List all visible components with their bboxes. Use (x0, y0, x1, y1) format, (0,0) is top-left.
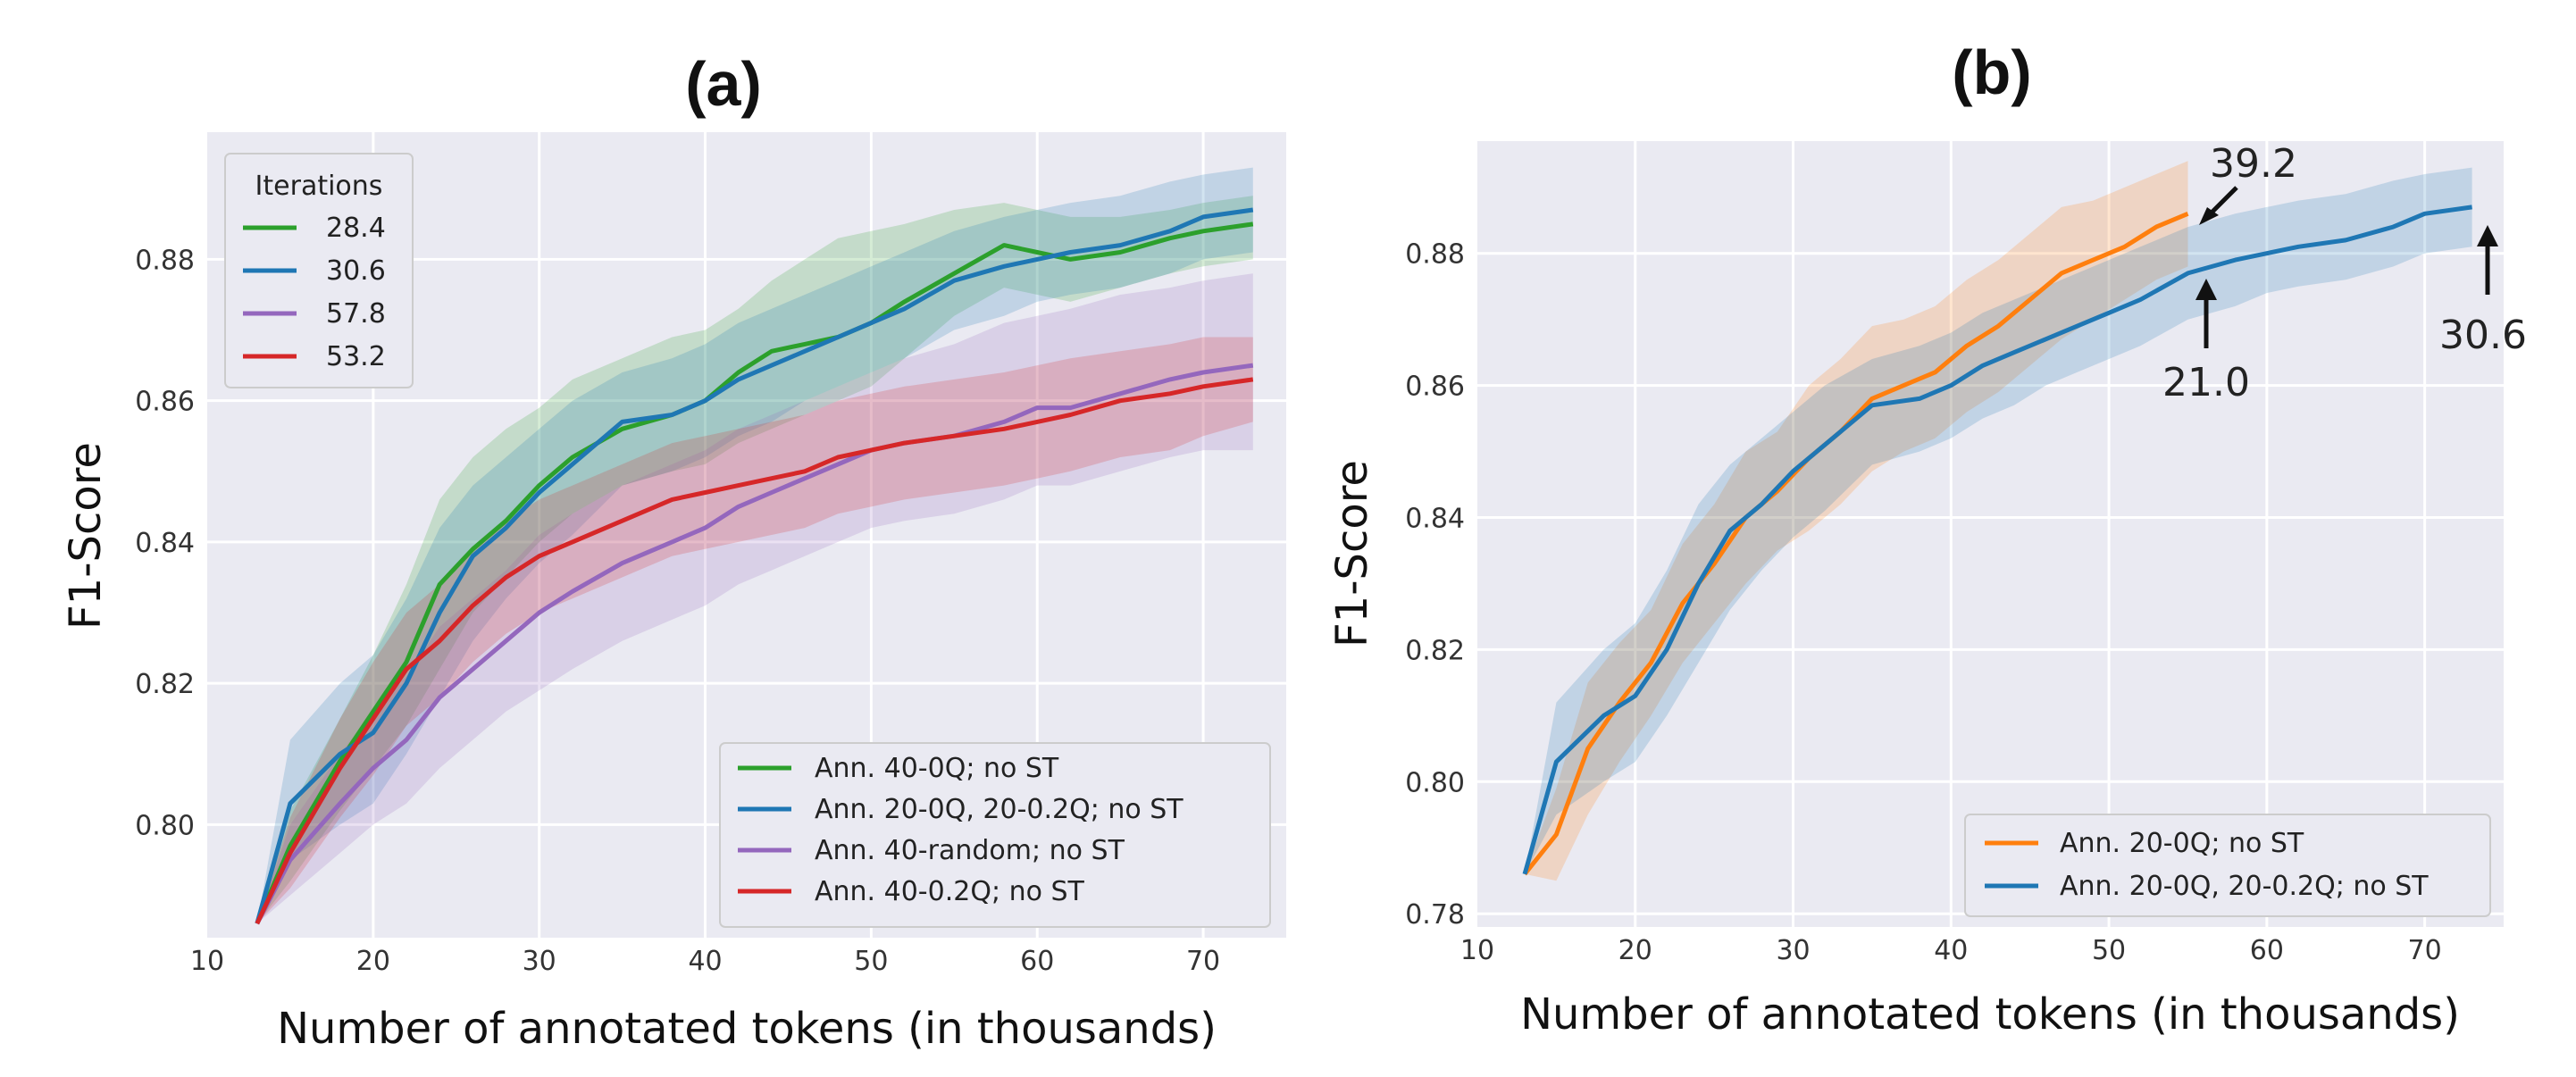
annotation-30-6-arrowhead (2477, 225, 2498, 246)
legend-label-ann-20-0q: Ann. 20-0Q; no ST (2060, 828, 2304, 859)
a-line-ann-40-0q-no-st (255, 221, 1254, 925)
a-y-tick-label: 0.86 (135, 387, 195, 418)
a-x-tick-label: 40 (688, 946, 722, 977)
b-y-tick-label: 0.86 (1405, 372, 1465, 403)
a-y-tick-label: 0.80 (135, 810, 195, 841)
b-band-ann-20-0q-20-0-2q-no-st (1525, 167, 2472, 874)
panel-b-confidence-bands (1525, 161, 2472, 881)
a-x-tick-label: 70 (1186, 946, 1220, 977)
b-x-tick-label: 70 (2408, 935, 2442, 966)
series-legend-frame (719, 742, 1271, 928)
a-band-ann-40-random-no-st (256, 273, 1253, 924)
b-x-tick-label: 40 (1934, 935, 1968, 966)
b-y-tick-label: 0.78 (1405, 899, 1465, 931)
annotation-39-2-arrowhead (2199, 207, 2219, 225)
a-x-tick-label: 10 (190, 946, 224, 977)
iterations-value-4: 53.2 (326, 341, 386, 372)
b-line-ann-20-0q-20-0-2q-no-st (1522, 205, 2472, 875)
b-y-tick-label: 0.82 (1405, 635, 1465, 666)
b-y-tick-label: 0.84 (1405, 504, 1465, 535)
iterations-legend-title: Iterations (255, 171, 383, 202)
panel-b: (b) 10 20 30 40 50 60 70 0.780.800.820.840.860… (1327, 38, 2527, 1039)
b-x-tick-label: 20 (1618, 935, 1652, 966)
iterations-value-2: 30.6 (326, 255, 386, 287)
a-y-tick-label: 0.88 (135, 245, 195, 276)
panel-a-title: (a) (685, 49, 762, 119)
a-y-tick-label: 0.84 (135, 528, 195, 559)
panel-b-annotations: 39.2 21.0 30.6 (2162, 141, 2527, 405)
panel-b-y-axis-label: F1-Score (1327, 460, 1377, 647)
a-x-tick-label: 20 (356, 946, 390, 977)
b-y-tick-label: 0.80 (1405, 767, 1465, 798)
b-x-tick-label: 10 (1460, 935, 1494, 966)
legend-label-ann-40-0q: Ann. 40-0Q; no ST (815, 753, 1059, 784)
legend-label-ann-20-0q-20-02q: Ann. 20-0Q, 20-0.2Q; no ST (815, 794, 1183, 825)
panel-b-series-legend: Ann. 20-0Q; no ST Ann. 20-0Q, 20-0.2Q; n… (1964, 814, 2491, 917)
a-line-ann-40-random-no-st (255, 363, 1254, 925)
panel-a-x-ticks: 10 20 30 40 50 60 70 (190, 946, 1220, 977)
panel-a-series-legend: Ann. 40-0Q; no ST Ann. 20-0Q, 20-0.2Q; n… (719, 742, 1271, 928)
panel-a-grid (207, 132, 1286, 938)
iterations-legend-frame (224, 153, 414, 388)
annotation-30-6: 30.6 (2439, 313, 2527, 358)
b-line-ann-20-0q-no-st (1523, 211, 2189, 876)
panel-a-iterations-legend: Iterations 28.4 30.6 57.8 53.2 (224, 153, 414, 388)
a-band-ann-40-0-2q-no-st (256, 337, 1253, 924)
a-band-ann-40-0q-no-st (256, 196, 1253, 924)
panel-b-series-lines (1522, 205, 2472, 876)
iterations-value-3: 57.8 (326, 298, 386, 330)
annotation-39-2-arrow (2208, 186, 2238, 216)
b-x-tick-label: 60 (2250, 935, 2284, 966)
panel-a: (a) 10 20 30 40 50 60 70 0.800.820.840.860.88 … (61, 49, 1286, 1054)
a-x-tick-label: 50 (854, 946, 888, 977)
b-y-tick-label: 0.88 (1405, 239, 1465, 271)
panel-a-y-axis-label: F1-Score (61, 442, 111, 630)
panel-a-y-ticks: 0.80 0.82 0.84 0.86 0.88 (135, 245, 195, 841)
iterations-value-1: 28.4 (326, 213, 386, 244)
panel-a-x-axis-label: Number of annotated tokens (in thousands… (277, 1004, 1217, 1054)
a-y-tick-label: 0.82 (135, 669, 195, 700)
annotation-21-0-arrowhead (2195, 279, 2217, 300)
panel-b-grid (1477, 141, 2504, 927)
annotation-21-0: 21.0 (2162, 360, 2250, 405)
b-x-tick-label: 50 (2092, 935, 2126, 966)
panel-b-title: (b) (1952, 38, 2031, 107)
a-line-ann-40-0-2q-no-st (255, 377, 1254, 925)
legend-label-ann-40-random: Ann. 40-random; no ST (815, 835, 1125, 866)
panel-b-plot-area (1477, 141, 2504, 927)
annotation-39-2: 39.2 (2210, 141, 2297, 187)
panel-b-y-ticks: 0.78 0.80 0.82 0.84 0.86 0.88 (1405, 239, 1465, 931)
panel-a-series-lines (255, 207, 1254, 925)
b-band-ann-20-0q-no-st (1525, 161, 2188, 881)
legend-label-b-ann-20-0q-20-02q: Ann. 20-0Q, 20-0.2Q; no ST (2060, 871, 2429, 902)
b-x-tick-label: 30 (1776, 935, 1810, 966)
a-x-tick-label: 60 (1020, 946, 1054, 977)
panel-b-x-axis-label: Number of annotated tokens (in thousands… (1520, 989, 2460, 1039)
a-x-tick-label: 30 (523, 946, 556, 977)
legend-label-ann-40-02q: Ann. 40-0.2Q; no ST (815, 876, 1085, 907)
panel-b-x-ticks: 10 20 30 40 50 60 70 (1460, 935, 2442, 966)
panel-b-legend-frame (1964, 814, 2491, 917)
